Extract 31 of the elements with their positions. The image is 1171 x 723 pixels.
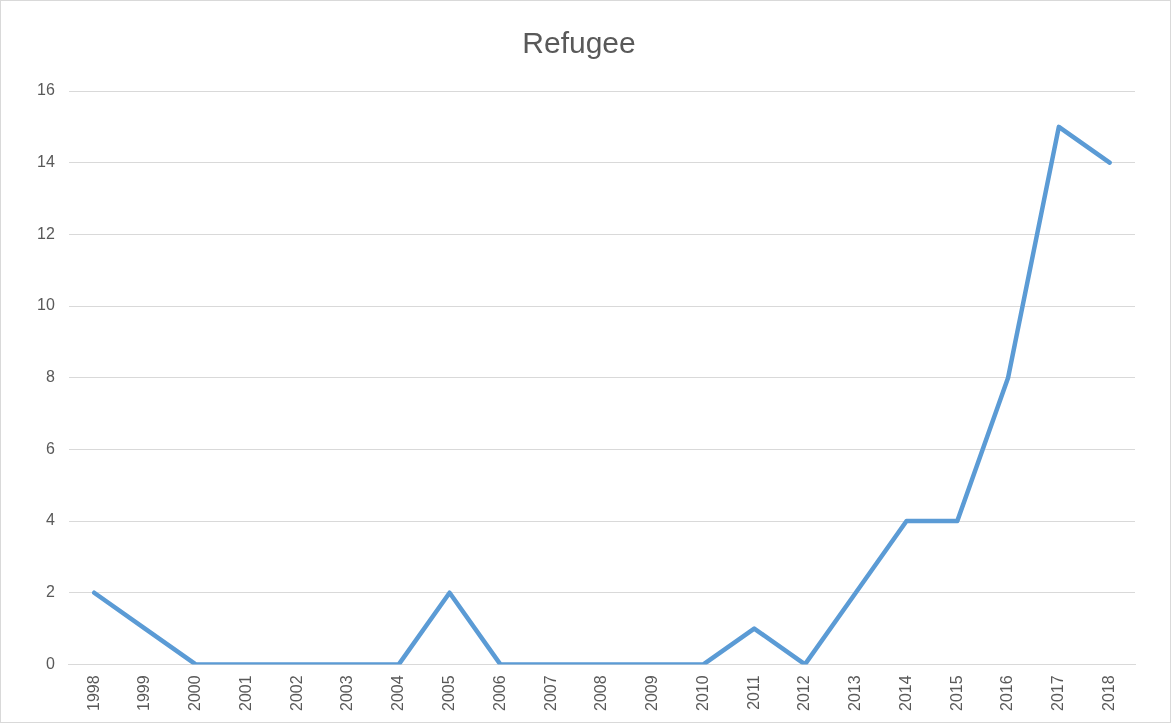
x-tick-label: 2003 [338,675,356,711]
y-tick-label: 0 [45,654,55,672]
x-tick-label: 1999 [135,675,153,711]
x-tick-label: 2004 [389,675,407,711]
y-tick-label: 8 [45,368,55,386]
y-tick-label: 4 [45,511,55,529]
y-tick-label: 12 [37,224,55,242]
chart-title: Refugee [522,26,636,60]
x-tick-label: 2018 [1100,675,1118,711]
y-tick-label: 14 [37,153,55,171]
x-tick-label: 2000 [186,675,204,711]
y-tick-label: 2 [45,583,55,601]
x-tick-label: 2007 [541,675,559,711]
x-tick-label: 2001 [236,675,254,711]
x-tick-label: 2014 [896,675,914,711]
x-tick-label: 2012 [795,675,813,711]
x-tick-label: 2002 [287,675,305,711]
x-tick-label: 2009 [643,675,661,711]
x-tick-label: 2005 [439,675,457,711]
x-tick-label: 1998 [84,675,102,711]
x-tick-label: 2006 [490,675,508,711]
x-tick-label: 2013 [846,675,864,711]
y-tick-label: 6 [45,439,55,457]
x-tick-label: 2015 [947,675,965,711]
x-tick-label: 2016 [998,675,1016,711]
x-tick-label: 2008 [592,675,610,711]
y-tick-label: 10 [37,296,55,314]
y-tick-label: 16 [37,81,55,99]
x-tick-label: 2017 [1049,675,1067,711]
x-tick-label: 2011 [744,675,762,710]
x-tick-label: 2010 [693,675,711,711]
